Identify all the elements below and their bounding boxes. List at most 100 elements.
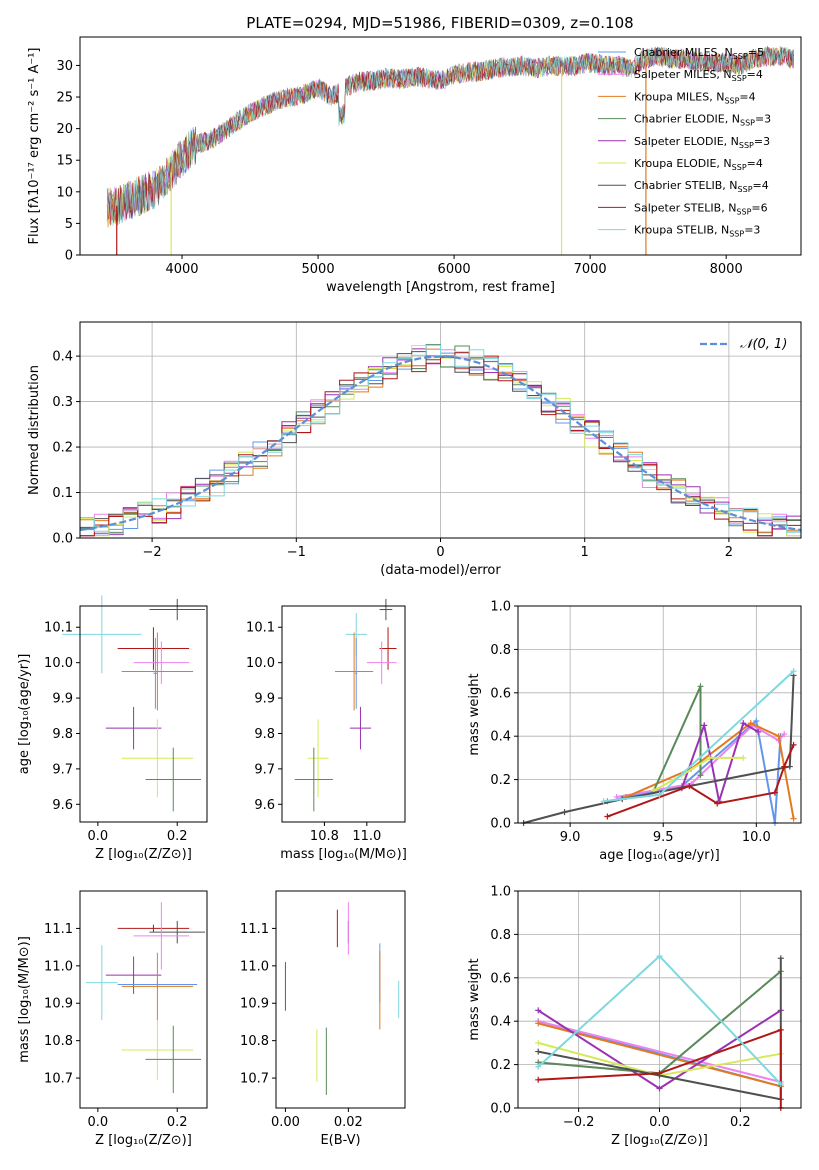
weight_vs_Z-ytick-label: 0.8 bbox=[490, 928, 511, 943]
legend-subscript: SSP bbox=[732, 163, 747, 172]
mass_vs_EBV-ytick-label: 11.1 bbox=[240, 922, 269, 937]
legend-label-kroupa_elodie: Kroupa ELODIE, NSSP=4 bbox=[634, 157, 763, 172]
weight_vs_age-marker-chabrier_elodie bbox=[697, 772, 704, 779]
spectrum-xtick-label: 7000 bbox=[574, 262, 607, 277]
age_vs_mass-ytick-label: 9.9 bbox=[254, 692, 275, 707]
legend-subscript: SSP bbox=[732, 74, 747, 83]
legend-label-salpeter_stelib: Salpeter STELIB, NSSP=6 bbox=[634, 201, 768, 216]
spectrum-xtick-label: 6000 bbox=[438, 262, 471, 277]
normal-legend-label: 𝒩(0, 1) bbox=[740, 337, 787, 352]
age_vs_Z-ytick-label: 9.7 bbox=[52, 762, 73, 777]
age_vs_Z-xtick-label: 0.2 bbox=[167, 829, 188, 844]
weight_vs_Z-marker-salpeter_elodie bbox=[656, 1085, 663, 1092]
weight_vs_age-marker-kroupa_miles bbox=[747, 720, 754, 727]
spectrum-line-salpeter_stelib bbox=[106, 47, 794, 226]
spectrum-xlabel: wavelength [Angstrom, rest frame] bbox=[326, 280, 555, 295]
mass_vs_Z-ytick-label: 11.0 bbox=[44, 959, 73, 974]
residual-xtick-label: −1 bbox=[287, 545, 306, 560]
weight_vs_Z-xtick-label: −0.2 bbox=[563, 1115, 595, 1130]
spectrum-ytick-label: 0 bbox=[65, 249, 73, 264]
weight_vs_age-marker-kroupa_elodie bbox=[706, 754, 713, 761]
legend-subscript: SSP bbox=[724, 96, 739, 105]
residual-axes-frame bbox=[79, 321, 802, 539]
age_vs_mass-ytick-label: 9.7 bbox=[254, 762, 275, 777]
residual-xtick-label: 2 bbox=[725, 545, 733, 560]
mass_vs_EBV-ytick-label: 10.7 bbox=[240, 1072, 269, 1087]
weight_vs_Z-xtick-label: 0.0 bbox=[649, 1115, 670, 1130]
spectrum-ytick-label: 5 bbox=[65, 217, 73, 232]
spectrum-ylabel: Flux [fλ10⁻¹⁷ erg cm⁻² s⁻¹ A⁻¹] bbox=[27, 48, 42, 245]
age_vs_Z-ytick-label: 9.8 bbox=[52, 727, 73, 742]
residual-xlabel: (data-model)/error bbox=[380, 563, 501, 578]
weight_vs_age-ytick-label: 1.0 bbox=[490, 600, 511, 615]
weight_vs_age-xtick-label: 9.0 bbox=[560, 830, 581, 845]
legend-subscript: SSP bbox=[729, 230, 744, 239]
legend-text: Salpeter ELODIE, N bbox=[634, 135, 739, 148]
weight_vs_Z-marker-salpeter_stelib bbox=[656, 1070, 663, 1077]
mass_vs_Z-xtick-label: 0.0 bbox=[88, 1115, 109, 1130]
legend-subscript: SSP bbox=[738, 185, 753, 194]
residual-xtick-label: 0 bbox=[436, 545, 444, 560]
weight_vs_age-ytick-label: 0.8 bbox=[490, 643, 511, 658]
weight_vs_age-ytick-label: 0.0 bbox=[490, 817, 511, 832]
weight_vs_age-marker-salpeter_miles bbox=[781, 731, 788, 738]
residual-hist-salpeter_stelib bbox=[80, 352, 801, 537]
weight_vs_age-marker-salpeter_stelib bbox=[781, 763, 788, 770]
weight_vs_age-marker-chabrier_stelib bbox=[561, 809, 568, 816]
legend-text: Chabrier STELIB, N bbox=[634, 179, 738, 192]
age_vs_mass-ytick-label: 9.8 bbox=[254, 727, 275, 742]
age_vs_mass-axes-frame bbox=[281, 605, 406, 823]
weight_vs_Z-ytick-label: 1.0 bbox=[490, 885, 511, 900]
legend-label-salpeter_elodie: Salpeter ELODIE, NSSP=3 bbox=[634, 135, 770, 150]
spectrum-line-chabrier_stelib bbox=[106, 46, 794, 223]
legend-subscript: SSP bbox=[740, 119, 755, 128]
legend-label-chabrier_elodie: Chabrier ELODIE, NSSP=3 bbox=[634, 113, 771, 128]
spectrum-title: PLATE=0294, MJD=51986, FIBERID=0309, z=0… bbox=[246, 14, 633, 32]
mass_vs_Z-ytick-label: 10.9 bbox=[44, 997, 73, 1012]
residual-ylabel: Normed distribution bbox=[27, 365, 42, 495]
legend-subscript: SSP bbox=[739, 141, 754, 150]
residual-xtick-label: 1 bbox=[581, 545, 589, 560]
weight_vs_Z-line-kroupa_miles bbox=[537, 1022, 782, 1088]
weight_vs_Z-marker-kroupa_stelib bbox=[535, 1063, 542, 1070]
mass_vs_Z-ytick-label: 11.1 bbox=[44, 922, 73, 937]
legend-text: Kroupa STELIB, N bbox=[634, 224, 729, 237]
weight_vs_age-marker-chabrier_stelib bbox=[786, 763, 793, 770]
weight_vs_age-marker-salpeter_stelib bbox=[771, 789, 778, 796]
weight_vs_age-marker-kroupa_miles bbox=[775, 733, 782, 740]
legend-suffix: =4 bbox=[753, 179, 769, 192]
weight_vs_Z-xlabel: Z [log₁₀(Z/Z⊙)] bbox=[611, 1133, 708, 1148]
legend-suffix: =6 bbox=[751, 201, 767, 214]
legend-text: Salpeter STELIB, N bbox=[634, 201, 736, 214]
weight_vs_age-marker-chabrier_miles bbox=[753, 718, 760, 725]
residual-hist-kroupa_stelib bbox=[80, 344, 801, 535]
weight_vs_age-marker-kroupa_stelib bbox=[600, 798, 607, 805]
legend-suffix: =4 bbox=[747, 68, 763, 81]
weight_vs_age-marker-salpeter_stelib bbox=[714, 800, 721, 807]
age_vs_mass-ytick-label: 10.1 bbox=[246, 621, 275, 636]
age_vs_Z-ytick-label: 10.1 bbox=[44, 621, 73, 636]
legend-suffix: =4 bbox=[747, 157, 763, 170]
residual-ytick-label: 0.2 bbox=[52, 441, 73, 456]
age_vs_Z-xlabel: Z [log₁₀(Z/Z⊙)] bbox=[95, 847, 192, 862]
age_vs_mass-xtick-label: 11.0 bbox=[352, 829, 381, 844]
weight_vs_Z-marker-kroupa_stelib bbox=[777, 1081, 784, 1088]
residual-ytick-label: 0.3 bbox=[52, 395, 73, 410]
mass_vs_EBV-xtick-label: 0.00 bbox=[271, 1115, 300, 1130]
age_vs_Z-ylabel: age [log₁₀(age/yr)] bbox=[17, 654, 32, 775]
legend-suffix: =3 bbox=[755, 113, 771, 126]
weight_vs_age-marker-kroupa_stelib bbox=[790, 668, 797, 675]
spectrum-ytick-label: 20 bbox=[56, 122, 73, 137]
weight_vs_age-marker-salpeter_elodie bbox=[755, 728, 762, 735]
mass_vs_Z-ytick-label: 10.8 bbox=[44, 1034, 73, 1049]
legend-subscript: SSP bbox=[736, 207, 751, 216]
weight_vs_Z-ytick-label: 0.0 bbox=[490, 1102, 511, 1117]
mass_vs_Z-axes-frame bbox=[79, 890, 208, 1109]
mass_vs_EBV-ytick-label: 11.0 bbox=[240, 959, 269, 974]
spectrum-ytick-label: 25 bbox=[56, 91, 73, 106]
weight_vs_Z-line-salpeter_miles bbox=[537, 1020, 782, 1083]
spectrum-xtick-label: 5000 bbox=[302, 262, 335, 277]
legend-label-chabrier_miles: Chabrier MILES, NSSP=5 bbox=[634, 46, 764, 61]
age_vs_Z-ytick-label: 10.0 bbox=[44, 656, 73, 671]
